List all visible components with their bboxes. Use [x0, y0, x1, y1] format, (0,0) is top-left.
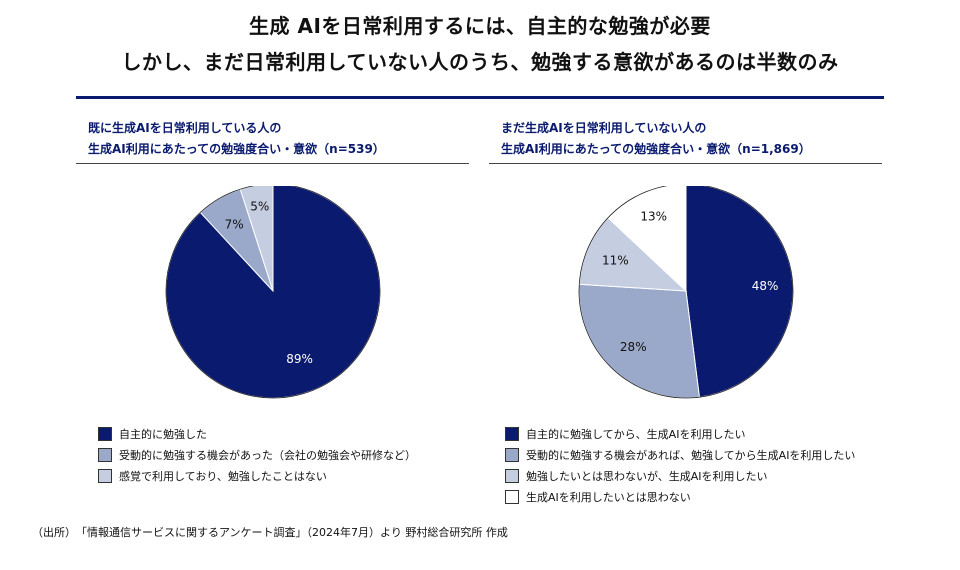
- legend-swatch: [98, 447, 112, 462]
- right-chart-title-line1: まだ生成AIを日常利用していない人の: [501, 121, 707, 135]
- right-chart-title-line2: 生成AI利用にあたっての勉強度合い・意欲（n=1,869）: [501, 142, 811, 156]
- source-note: （出所） 「情報通信サービスに関するアンケート調査」（2024年7月）より 野村…: [32, 526, 508, 539]
- legend-swatch: [505, 426, 519, 441]
- right-chart-panel: まだ生成AIを日常利用していない人の 生成AI利用にあたっての勉強度合い・意欲（…: [489, 118, 882, 504]
- legend-label: 自主的に勉強してから、生成AIを利用したい: [526, 427, 746, 441]
- slice-label: 28%: [620, 340, 647, 354]
- slice-label: 11%: [602, 253, 629, 267]
- left-legend-item: 感覚で利用しており、勉強したことはない: [98, 465, 416, 486]
- legend-swatch: [505, 489, 519, 504]
- main-title: 生成 AIを日常利用するには、自主的な勉強が必要 しかし、まだ日常利用していない…: [0, 8, 960, 80]
- slice-label: 7%: [225, 217, 244, 231]
- legend-label: 受動的に勉強する機会があった（会社の勉強会や研修など）: [119, 448, 416, 462]
- legend-swatch: [98, 468, 112, 483]
- right-legend-item: 生成AIを利用したいとは思わない: [505, 486, 855, 507]
- title-divider: [76, 96, 884, 99]
- legend-swatch: [98, 426, 112, 441]
- left-pie-chart: 89% 7% 5%: [165, 186, 381, 399]
- slice-label: 89%: [286, 352, 313, 366]
- right-pie-chart: 48% 28% 11% 13%: [578, 186, 794, 399]
- main-title-line1: 生成 AIを日常利用するには、自主的な勉強が必要: [249, 14, 711, 38]
- left-legend-item: 受動的に勉強する機会があった（会社の勉強会や研修など）: [98, 444, 416, 465]
- left-chart-title-line1: 既に生成AIを日常利用している人の: [88, 121, 282, 135]
- slice-label: 48%: [752, 279, 779, 293]
- right-legend: 自主的に勉強してから、生成AIを利用したい 受動的に勉強する機会があれば、勉強し…: [505, 423, 855, 507]
- left-legend: 自主的に勉強した 受動的に勉強する機会があった（会社の勉強会や研修など） 感覚で…: [98, 423, 416, 486]
- legend-label: 自主的に勉強した: [119, 427, 207, 441]
- main-title-line2: しかし、まだ日常利用していない人のうち、勉強する意欲があるのは半数のみ: [121, 50, 839, 74]
- left-chart-panel: 既に生成AIを日常利用している人の 生成AI利用にあたっての勉強度合い・意欲（n…: [76, 118, 469, 483]
- slice-label: 5%: [250, 199, 269, 213]
- slice-label: 13%: [640, 209, 667, 223]
- legend-swatch: [505, 447, 519, 462]
- right-legend-item: 自主的に勉強してから、生成AIを利用したい: [505, 423, 855, 444]
- right-legend-item: 受動的に勉強する機会があれば、勉強してから生成AIを利用したい: [505, 444, 855, 465]
- legend-label: 受動的に勉強する機会があれば、勉強してから生成AIを利用したい: [526, 448, 856, 462]
- left-legend-item: 自主的に勉強した: [98, 423, 416, 444]
- right-legend-item: 勉強したいとは思わないが、生成AIを利用したい: [505, 465, 855, 486]
- legend-label: 生成AIを利用したいとは思わない: [526, 490, 691, 504]
- left-chart-title: 既に生成AIを日常利用している人の 生成AI利用にあたっての勉強度合い・意欲（n…: [76, 118, 469, 164]
- pie-outline: [578, 186, 794, 399]
- legend-label: 勉強したいとは思わないが、生成AIを利用したい: [526, 469, 768, 483]
- pie-outline: [165, 186, 381, 399]
- left-chart-title-line2: 生成AI利用にあたっての勉強度合い・意欲（n=539）: [88, 142, 385, 156]
- legend-swatch: [505, 468, 519, 483]
- legend-label: 感覚で利用しており、勉強したことはない: [119, 469, 327, 483]
- right-chart-title: まだ生成AIを日常利用していない人の 生成AI利用にあたっての勉強度合い・意欲（…: [489, 118, 882, 164]
